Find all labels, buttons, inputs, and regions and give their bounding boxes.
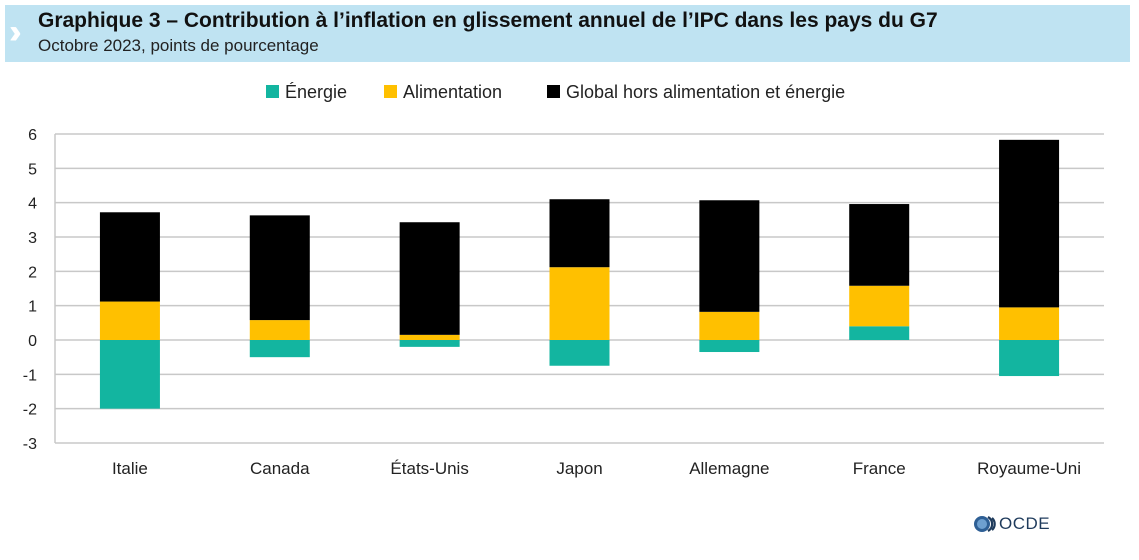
x-tick-label: États-Unis	[390, 459, 468, 478]
bar-segment	[249, 340, 310, 358]
y-tick-label: 0	[28, 333, 37, 350]
bar-segment	[399, 334, 460, 340]
y-tick-label: -2	[23, 402, 37, 419]
x-tick-label: Japon	[556, 459, 602, 478]
bar-segment	[249, 320, 310, 340]
bar-segment	[99, 340, 160, 409]
y-tick-label: 3	[28, 230, 37, 247]
oecd-logo-text: OCDE	[999, 514, 1051, 533]
bar-segment	[699, 340, 760, 353]
bar-segment	[549, 199, 610, 268]
y-tick-label: -3	[23, 436, 37, 453]
bar-segment	[699, 200, 760, 312]
legend-swatch	[384, 85, 397, 98]
legend-swatch	[266, 85, 279, 98]
chart-bars	[99, 139, 1060, 409]
bar-segment	[999, 139, 1060, 308]
y-tick-label: 1	[28, 299, 37, 316]
y-tick-label: 2	[28, 264, 37, 281]
x-axis-ticks: Italie Canada États-Unis Japon Allemagne Fran…	[112, 459, 1081, 478]
y-tick-label: 5	[28, 161, 37, 178]
x-tick-label: Italie	[112, 459, 148, 478]
x-tick-label: Royaume-Uni	[977, 459, 1081, 478]
x-tick-label: France	[853, 459, 906, 478]
y-tick-label: -1	[23, 367, 37, 384]
bar-segment	[99, 301, 160, 340]
bar-segment	[999, 307, 1060, 340]
y-axis-ticks: 6 5 4 3 2 1 0 -1 -2 -3	[23, 127, 37, 453]
oecd-globe-icon	[974, 516, 996, 532]
legend-swatch	[547, 85, 560, 98]
bar-segment	[399, 340, 460, 347]
oecd-logo: OCDE	[973, 514, 1050, 534]
bar-segment	[549, 267, 610, 340]
bar-segment	[849, 326, 910, 340]
bar-segment	[849, 285, 910, 327]
bar-segment	[849, 204, 910, 286]
chart-header: ›› Graphique 3 – Contribution à l’inflat…	[5, 5, 1130, 62]
chart-legend: Énergie Alimentation Global hors alimentat…	[266, 82, 845, 102]
chart-title: Graphique 3 – Contribution à l’inflation…	[38, 9, 938, 32]
legend-label: Alimentation	[403, 82, 502, 102]
bar-segment	[399, 222, 460, 335]
bar-segment	[249, 215, 310, 321]
legend-label: Global hors alimentation et énergie	[566, 82, 845, 102]
x-tick-label: Allemagne	[689, 459, 769, 478]
y-tick-label: 4	[28, 196, 37, 213]
y-tick-label: 6	[28, 127, 37, 144]
x-tick-label: Canada	[250, 459, 310, 478]
bar-segment	[549, 340, 610, 366]
bar-segment	[999, 340, 1060, 377]
bar-segment	[699, 311, 760, 340]
bar-segment	[99, 212, 160, 302]
chart-subtitle: Octobre 2023, points de pourcentage	[38, 36, 319, 55]
legend-label: Énergie	[285, 82, 347, 102]
